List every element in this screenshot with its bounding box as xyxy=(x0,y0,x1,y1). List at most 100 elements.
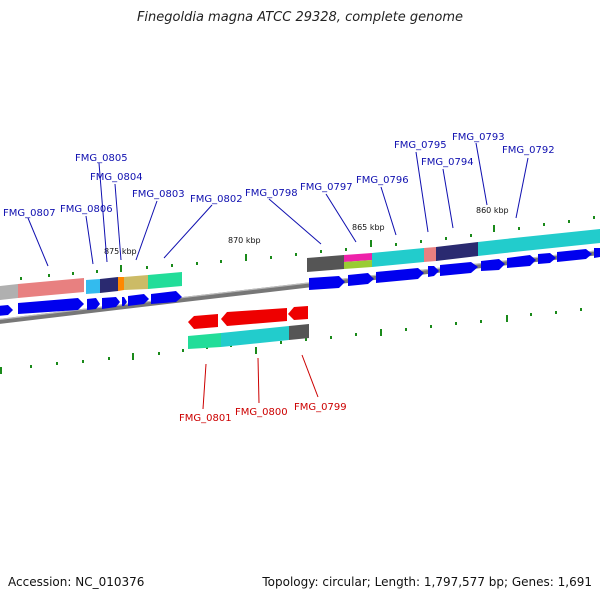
gene-label-fmg-0793[interactable]: FMG_0793 xyxy=(452,132,505,143)
gene-arrow xyxy=(288,306,308,320)
reverse-cog-bars xyxy=(188,324,309,349)
tick-mark xyxy=(470,234,472,237)
gene-arrow xyxy=(87,298,100,310)
tick-mark xyxy=(280,341,282,344)
cog-bar xyxy=(0,284,18,300)
tick-mark xyxy=(320,250,322,253)
tick-mark xyxy=(255,347,257,354)
reverse-tick-marks xyxy=(0,308,582,374)
tick-mark xyxy=(568,220,570,223)
gene-label-fmg-0796[interactable]: FMG_0796 xyxy=(356,175,409,186)
tick-mark xyxy=(82,360,84,363)
gene-arrow xyxy=(128,294,149,306)
tick-mark xyxy=(72,272,74,275)
leader-line xyxy=(163,204,213,259)
cog-bar xyxy=(344,260,372,269)
tick-mark xyxy=(370,240,372,247)
tick-mark xyxy=(430,325,432,328)
cog-bar xyxy=(188,333,221,349)
gene-label-fmg-0792[interactable]: FMG_0792 xyxy=(502,145,555,156)
leader-line xyxy=(202,363,207,410)
gene-label-fmg-0807[interactable]: FMG_0807 xyxy=(3,208,56,219)
gene-arrow xyxy=(594,248,600,258)
gene-arrow xyxy=(0,305,13,316)
gene-arrow xyxy=(538,253,556,264)
forward-gene-labels: FMG_0807 FMG_0806 FMG_0805 FMG_0804 FMG_… xyxy=(3,132,555,219)
reverse-genes xyxy=(188,306,308,329)
leader-line xyxy=(380,186,397,236)
gene-arrow xyxy=(481,259,505,271)
tick-mark xyxy=(445,237,447,240)
tick-mark xyxy=(146,266,148,269)
leader-line xyxy=(268,198,322,245)
kbp-marker-865: 865 kbp xyxy=(352,223,385,232)
tick-mark xyxy=(245,254,247,261)
tick-mark xyxy=(20,277,22,280)
kbp-marker-860: 860 kbp xyxy=(476,206,509,215)
gene-arrow xyxy=(151,291,182,304)
gene-label-fmg-0803[interactable]: FMG_0803 xyxy=(132,189,185,200)
forward-leader-lines xyxy=(27,142,529,267)
kbp-marker-870: 870 kbp xyxy=(228,236,261,245)
tick-mark xyxy=(220,260,222,263)
forward-genes-left xyxy=(0,291,182,316)
leader-line xyxy=(135,200,158,261)
gene-label-fmg-0805[interactable]: FMG_0805 xyxy=(75,153,128,164)
gene-arrow xyxy=(221,308,287,326)
tick-mark xyxy=(405,328,407,331)
gene-label-fmg-0795[interactable]: FMG_0795 xyxy=(394,140,447,151)
gene-label-fmg-0804[interactable]: FMG_0804 xyxy=(90,172,143,183)
gene-label-fmg-0806[interactable]: FMG_0806 xyxy=(60,204,113,215)
cog-bar xyxy=(307,255,344,272)
forward-cog-bars-right xyxy=(307,229,600,272)
tick-mark xyxy=(305,338,307,341)
tick-mark xyxy=(355,333,357,336)
genome-summary-text: Topology: circular; Length: 1,797,577 bp… xyxy=(262,575,592,589)
tick-mark xyxy=(420,240,422,243)
forward-tick-marks xyxy=(20,216,595,280)
reverse-leader-lines xyxy=(202,354,319,410)
gene-label-fmg-0794[interactable]: FMG_0794 xyxy=(421,157,474,168)
map-title: Finegoldia magna ATCC 29328, complete ge… xyxy=(136,10,464,25)
gene-arrow xyxy=(507,255,536,268)
tick-mark xyxy=(506,315,508,322)
tick-mark xyxy=(48,274,50,277)
tick-mark xyxy=(593,216,595,219)
tick-mark xyxy=(555,311,557,314)
gene-label-fmg-0799[interactable]: FMG_0799 xyxy=(294,402,347,413)
gene-label-fmg-0801[interactable]: FMG_0801 xyxy=(179,413,232,424)
cog-bar xyxy=(148,272,182,289)
leader-line xyxy=(98,162,108,263)
tick-mark xyxy=(270,256,272,259)
tick-mark xyxy=(196,262,198,265)
cog-bar xyxy=(436,242,478,261)
forward-cog-bars-left xyxy=(0,272,182,300)
gene-label-fmg-0802[interactable]: FMG_0802 xyxy=(190,194,243,205)
cog-bar xyxy=(18,278,84,298)
tick-mark xyxy=(108,357,110,360)
leader-line xyxy=(85,215,94,265)
cog-bar xyxy=(372,248,424,267)
gene-arrow xyxy=(557,249,592,262)
tick-mark xyxy=(132,353,134,360)
cog-bar xyxy=(289,324,309,340)
tick-mark xyxy=(171,264,173,267)
tick-mark xyxy=(182,349,184,352)
leader-line xyxy=(114,183,122,261)
forward-genes-right xyxy=(309,248,600,290)
leader-line xyxy=(301,354,319,398)
cog-bar xyxy=(86,279,100,294)
tick-mark xyxy=(96,270,98,273)
gene-arrow xyxy=(188,314,218,329)
cog-bar xyxy=(478,239,505,256)
cog-bar xyxy=(118,277,124,291)
gene-label-fmg-0797[interactable]: FMG_0797 xyxy=(300,182,353,193)
leader-line xyxy=(27,217,49,267)
gene-arrow xyxy=(102,297,120,309)
leader-line xyxy=(257,357,260,404)
gene-label-fmg-0798[interactable]: FMG_0798 xyxy=(245,188,298,199)
gene-label-fmg-0800[interactable]: FMG_0800 xyxy=(235,407,288,418)
tick-mark xyxy=(530,313,532,316)
